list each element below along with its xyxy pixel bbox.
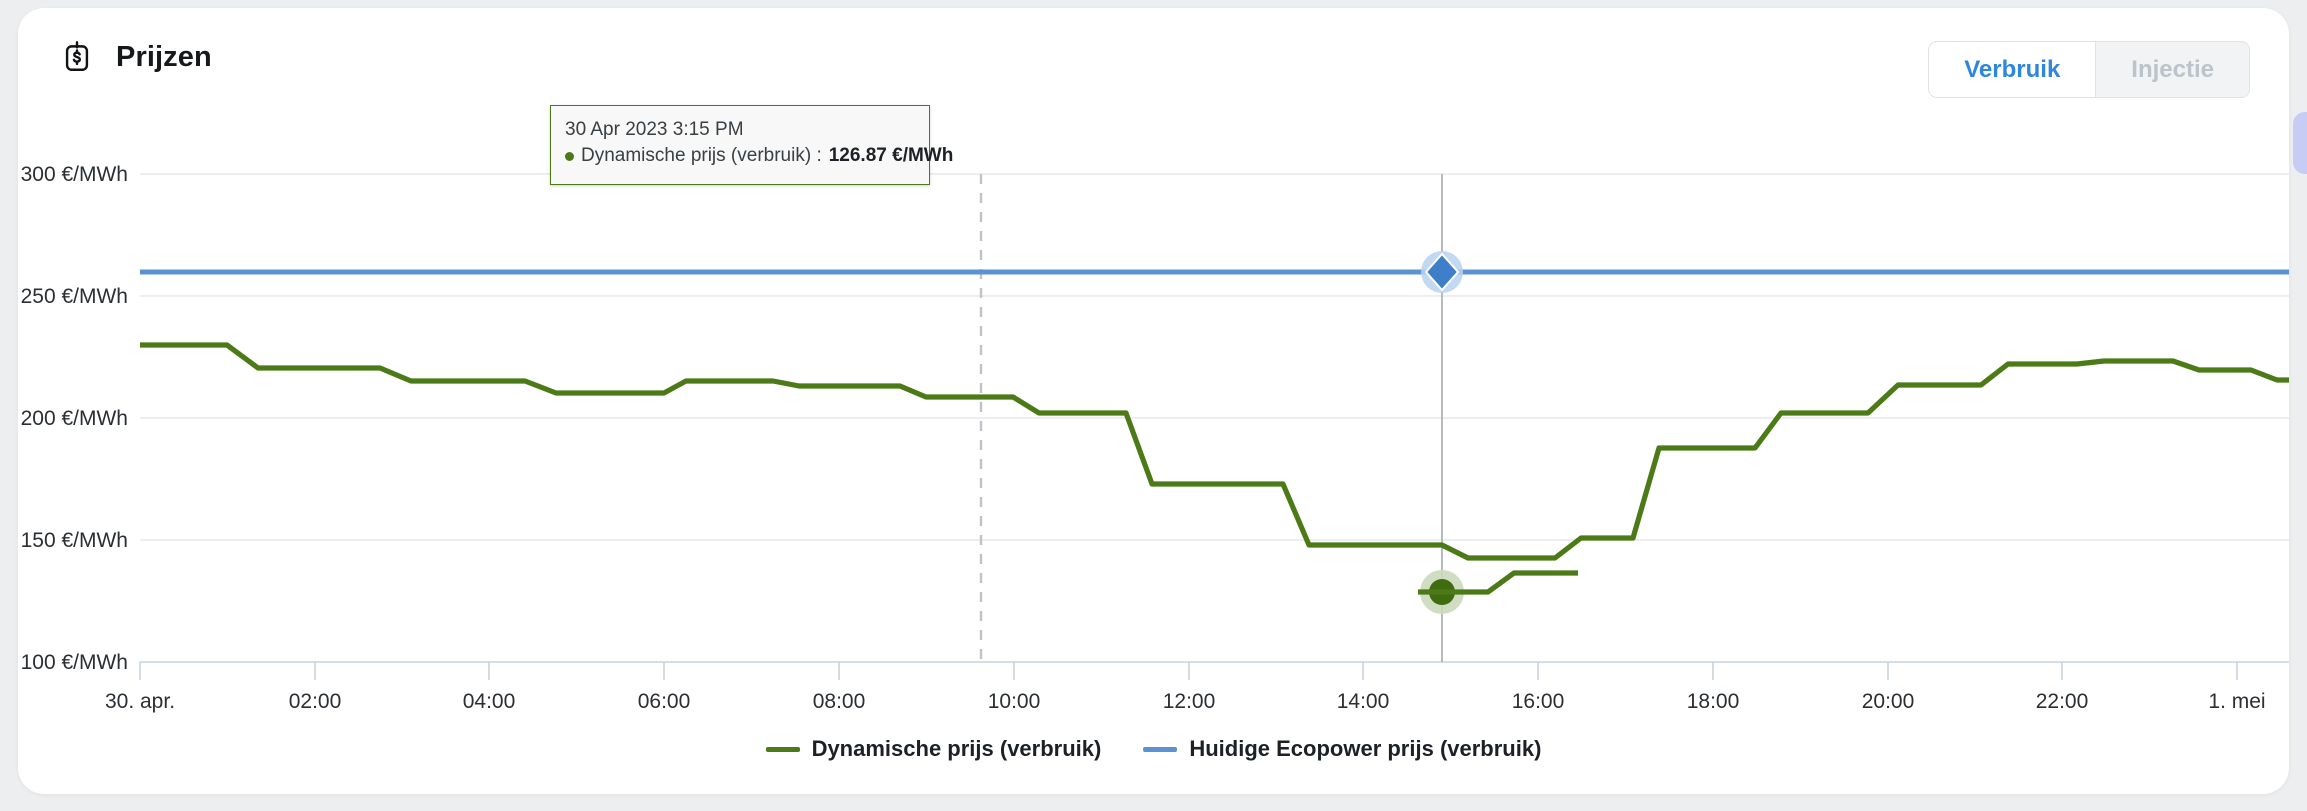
y-gridlines <box>140 173 2289 541</box>
x-tick-0: 30. apr. <box>105 690 175 713</box>
page-title: Prijzen <box>116 40 212 73</box>
tooltip-series-dot-icon <box>565 151 574 161</box>
x-tick-4: 08:00 <box>813 690 866 713</box>
tooltip-datetime: 30 Apr 2023 3:15 PM <box>565 119 744 140</box>
x-tick-12: 1. mei <box>2208 690 2265 713</box>
x-tick-10: 20:00 <box>1862 690 1915 713</box>
toggle-verbruik-button[interactable]: Verbruik <box>1929 42 2096 97</box>
y-tick-200: 200 €/MWh <box>21 407 128 430</box>
x-tick-5: 10:00 <box>988 690 1041 713</box>
x-tick-3: 06:00 <box>638 690 691 713</box>
x-tick-9: 18:00 <box>1687 690 1740 713</box>
card-header: Prijzen Verbruik Injectie <box>18 8 2289 118</box>
x-tick-1: 02:00 <box>289 690 342 713</box>
legend-label-ecopower-prijs: Huidige Ecopower prijs (verbruik) <box>1189 736 1542 761</box>
price-tag-dollar-icon <box>60 40 94 74</box>
chart-legend: Dynamische prijs (verbruik) Huidige Ecop… <box>18 736 2289 762</box>
prijzen-card: Prijzen Verbruik Injectie 300 €/MWh 250 … <box>18 8 2289 794</box>
legend-swatch-ecopower-prijs <box>1143 746 1178 752</box>
x-tick-2: 04:00 <box>463 690 516 713</box>
y-tick-250: 250 €/MWh <box>21 285 128 308</box>
price-chart[interactable]: 300 €/MWh 250 €/MWh 200 €/MWh 150 €/MWh … <box>18 118 2289 718</box>
right-edge-handle[interactable] <box>2293 112 2307 174</box>
price-mode-toggle-group[interactable]: Verbruik Injectie <box>1928 41 2250 98</box>
x-tick-8: 16:00 <box>1512 690 1565 713</box>
dynamic-price-line[interactable] <box>140 342 2289 561</box>
x-tick-11: 22:00 <box>2036 690 2089 713</box>
x-tick-6: 12:00 <box>1163 690 1216 713</box>
tooltip-series-row: Dynamische prijs (verbruik) : 126.87 €/M… <box>565 145 953 167</box>
card-header-left: Prijzen <box>60 40 212 74</box>
tooltip-series-label: Dynamische prijs (verbruik) : <box>581 145 822 166</box>
price-chart-svg[interactable]: 300 €/MWh 250 €/MWh 200 €/MWh 150 €/MWh … <box>18 118 2289 718</box>
y-axis-labels: 300 €/MWh 250 €/MWh 200 €/MWh 150 €/MWh … <box>21 163 128 674</box>
legend-item-dynamische-prijs[interactable]: Dynamische prijs (verbruik) <box>765 736 1102 762</box>
dynamic-price-hover-marker <box>1420 570 1464 614</box>
y-tick-100: 100 €/MWh <box>21 651 128 674</box>
legend-swatch-dynamische-prijs <box>765 746 800 752</box>
toggle-injectie-button[interactable]: Injectie <box>2095 42 2249 97</box>
x-tick-7: 14:00 <box>1337 690 1390 713</box>
ecopower-hover-marker <box>1421 251 1463 293</box>
legend-item-ecopower-prijs[interactable]: Huidige Ecopower prijs (verbruik) <box>1143 736 1541 762</box>
x-axis <box>139 661 2289 680</box>
tooltip-series-value: 126.87 €/MWh <box>828 145 954 166</box>
x-axis-labels: 30. apr. 02:00 04:00 06:00 08:00 10:00 1… <box>105 690 2266 713</box>
legend-label-dynamische-prijs: Dynamische prijs (verbruik) <box>811 736 1102 761</box>
y-tick-300: 300 €/MWh <box>21 163 128 186</box>
chart-tooltip: 30 Apr 2023 3:15 PM Dynamische prijs (ve… <box>550 105 953 185</box>
y-tick-150: 150 €/MWh <box>21 529 128 552</box>
